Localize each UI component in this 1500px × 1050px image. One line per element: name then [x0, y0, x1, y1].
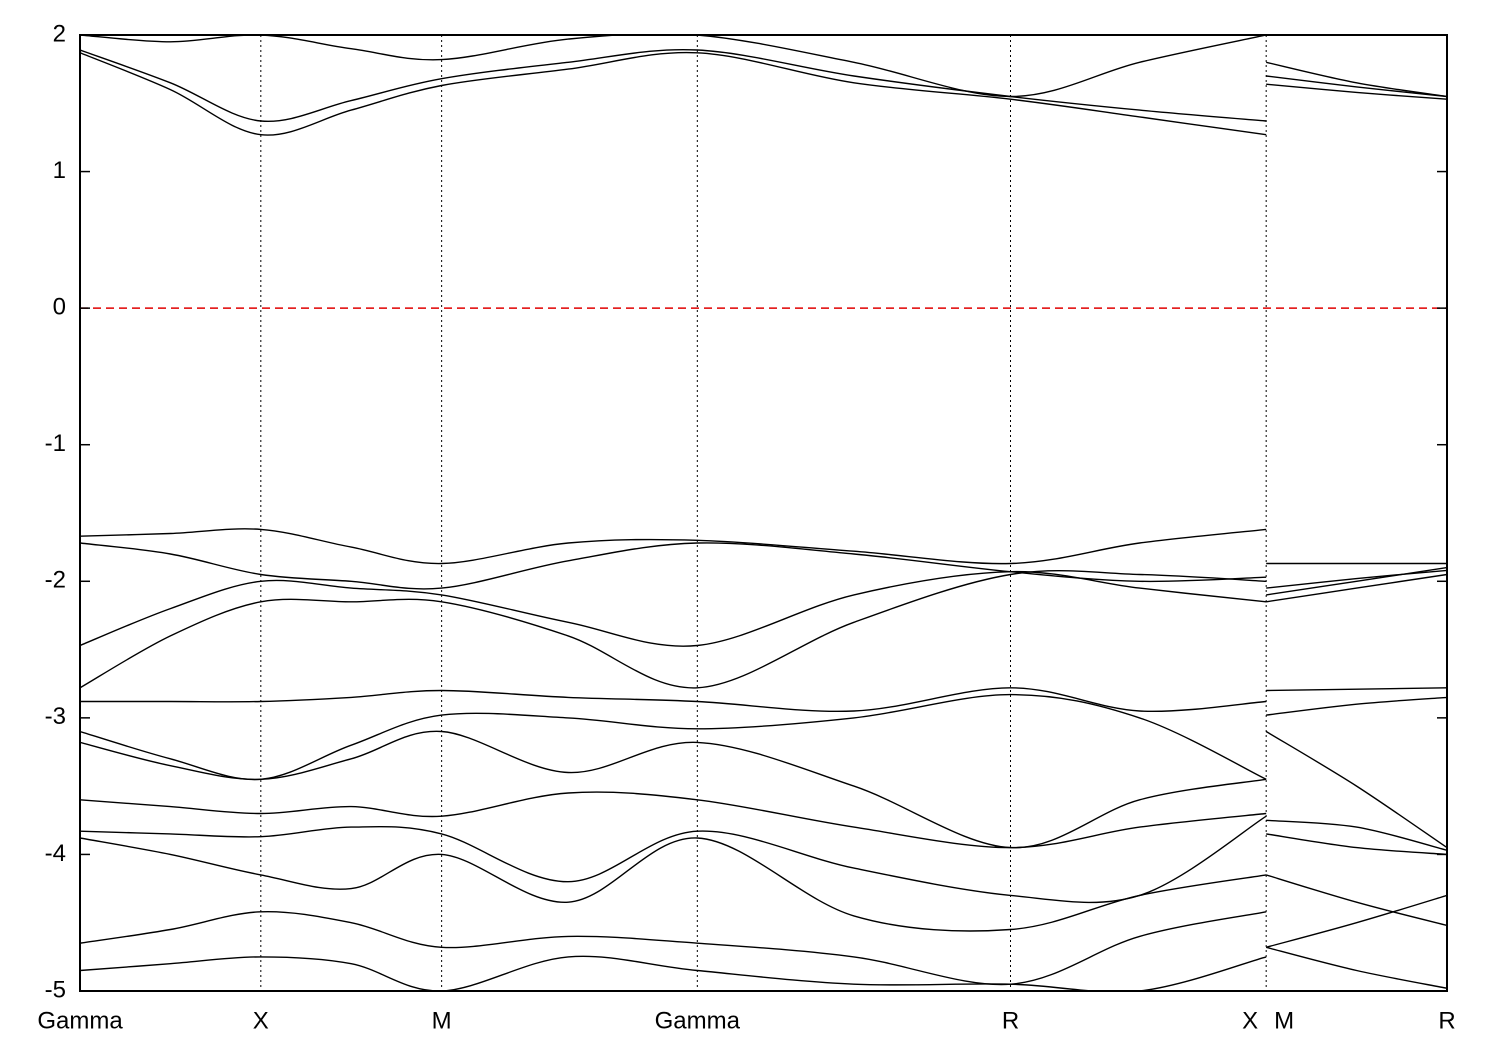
y-tick-label: -2: [45, 567, 66, 594]
band-line: [80, 35, 1447, 98]
x-tick-label: M: [1274, 1007, 1294, 1034]
band-line: [80, 570, 1447, 647]
band-line: [80, 542, 1447, 596]
band-line: [80, 528, 1447, 565]
y-tick-label: -1: [45, 430, 66, 457]
band-line: [80, 837, 1447, 932]
y-tick-label: 0: [53, 293, 66, 320]
band-line: [80, 48, 1447, 123]
band-line: [80, 569, 1447, 689]
x-tick-label: X: [1242, 1007, 1258, 1034]
band-line: [80, 687, 1447, 713]
x-tick-label: R: [1438, 1007, 1455, 1034]
y-tick-label: 1: [53, 157, 66, 184]
x-tick-label: Gamma: [37, 1007, 123, 1034]
y-tick-label: -4: [45, 840, 66, 867]
x-tick-label: R: [1002, 1007, 1019, 1034]
y-tick-label: 2: [53, 20, 66, 47]
x-tick-label: X: [253, 1007, 269, 1034]
band-line: [80, 894, 1447, 986]
band-line: [80, 791, 1447, 851]
grid: [80, 35, 1447, 991]
bands: [80, 35, 1447, 991]
band-line: [80, 51, 1447, 136]
x-tick-label: M: [432, 1007, 452, 1034]
band-line: [80, 815, 1447, 904]
plot-frame: [79, 34, 1448, 992]
y-tick-label: -5: [45, 976, 66, 1003]
y-tick-label: -3: [45, 703, 66, 730]
band-line: [80, 946, 1447, 991]
band-line: [80, 730, 1447, 849]
x-tick-label: Gamma: [655, 1007, 741, 1034]
